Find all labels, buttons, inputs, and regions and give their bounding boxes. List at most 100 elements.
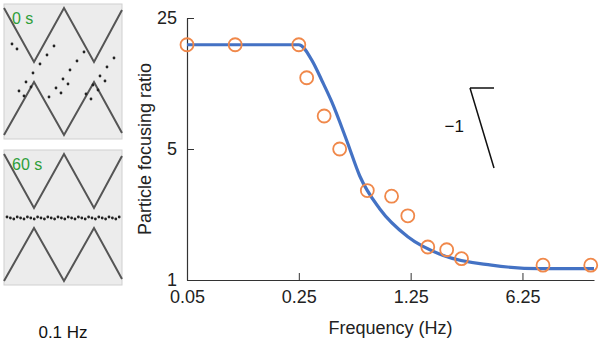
data-point [292, 38, 305, 51]
particle [60, 217, 63, 220]
tick: 5 [167, 139, 194, 159]
particle [19, 217, 22, 220]
data-point [421, 240, 434, 253]
y-axis: 1525 [157, 8, 194, 290]
particle [80, 217, 83, 220]
data-point [455, 252, 468, 265]
particle [97, 89, 100, 92]
particle [67, 216, 70, 219]
x-axis-title: Frequency (Hz) [328, 318, 452, 338]
particle [84, 218, 87, 221]
particle [46, 54, 49, 57]
particle [16, 48, 19, 51]
data-point [333, 143, 346, 156]
particle [9, 217, 12, 220]
particle [111, 217, 114, 220]
particle [12, 218, 15, 221]
tick-label: 1.25 [394, 287, 429, 307]
particle [50, 217, 53, 220]
tick-mark [522, 273, 523, 280]
data-point [318, 109, 331, 122]
channel-wall [4, 82, 122, 135]
particle [23, 218, 26, 221]
particle [76, 60, 79, 63]
particle [99, 75, 102, 78]
particle [25, 81, 28, 84]
panel-background [4, 4, 122, 139]
particle [53, 218, 56, 221]
tick: 1 [167, 270, 194, 290]
particle [97, 216, 100, 219]
channel-wall [4, 154, 122, 208]
panel-label: 60 s [12, 156, 42, 173]
particle [104, 80, 107, 83]
particle [94, 218, 97, 221]
particle [74, 218, 77, 221]
tick-label: 1 [167, 270, 177, 290]
panel-label: 0 s [12, 10, 33, 27]
channel-wall [4, 228, 122, 281]
particle [16, 216, 19, 219]
data-point [229, 38, 242, 51]
y-axis-title: Particle focusing ratio [135, 63, 155, 235]
particle [101, 217, 104, 220]
tick: 0.25 [282, 273, 317, 307]
tick-label: 25 [157, 8, 177, 28]
particle [83, 51, 86, 54]
particle [40, 217, 43, 220]
annotation: −1 [445, 117, 464, 136]
particle [77, 216, 80, 219]
particle [90, 98, 93, 101]
particle [114, 218, 117, 221]
tick: 1.25 [394, 273, 429, 307]
tick-label: 5 [167, 139, 177, 159]
particle [30, 86, 33, 89]
particle [39, 63, 42, 66]
particle [63, 218, 66, 221]
plot-area [181, 38, 598, 271]
data-point [537, 259, 550, 272]
particle [69, 69, 72, 72]
particle [118, 216, 121, 219]
tick-label: 0.25 [282, 287, 317, 307]
particle [6, 216, 9, 219]
channel-wall [4, 8, 122, 62]
particle [87, 216, 90, 219]
particle [60, 92, 63, 95]
particle [108, 216, 111, 219]
particle [36, 216, 39, 219]
data-point [401, 209, 414, 222]
particle [92, 84, 95, 87]
particle [53, 45, 56, 48]
panel-background [4, 150, 122, 285]
particle [23, 95, 26, 98]
data-point [440, 243, 453, 256]
tick-mark [299, 273, 300, 280]
slope-triangle [470, 88, 494, 168]
figure: 0 s60 s0.1 Hz0.050.251.256.251525Frequen… [0, 0, 601, 352]
x-axis: 0.050.251.256.25 [170, 273, 595, 307]
axis-line [188, 280, 595, 281]
particle [18, 90, 21, 93]
data-point [361, 184, 374, 197]
particle [26, 216, 29, 219]
particle [70, 217, 73, 220]
particle [32, 72, 35, 75]
particle [55, 87, 58, 90]
particle [106, 66, 109, 69]
tick-mark [187, 280, 194, 281]
particle [113, 57, 116, 60]
tick-mark [411, 273, 412, 280]
data-point [181, 38, 194, 51]
particle [33, 218, 36, 221]
tick: 6.25 [505, 273, 540, 307]
tick-label: 6.25 [505, 287, 540, 307]
caption: 0.1 Hz [38, 323, 87, 342]
particle [48, 96, 51, 99]
particle [62, 78, 65, 81]
particle [91, 217, 94, 220]
data-point [584, 259, 597, 272]
tick-mark [187, 149, 194, 150]
image-panel: 0 s [4, 4, 122, 139]
data-point [385, 190, 398, 203]
